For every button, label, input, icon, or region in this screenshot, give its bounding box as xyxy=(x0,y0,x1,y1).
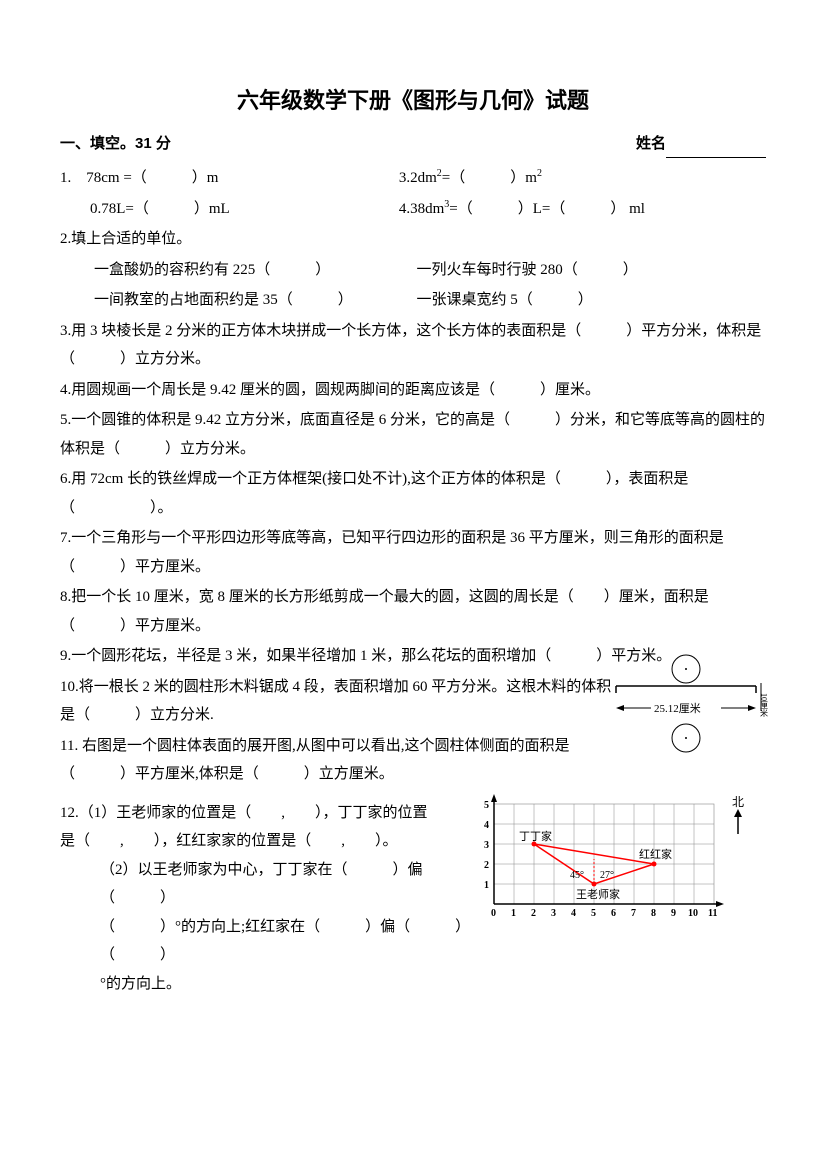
cylinder-height-label: 10厘米 xyxy=(760,693,769,718)
honghong-label: 红红家 xyxy=(639,847,672,861)
svg-text:8: 8 xyxy=(651,908,656,919)
q2-row1: 一盒酸奶的容积约有 225（ ） 一列火车每时行驶 280（ ） xyxy=(60,256,766,285)
q8: 8.把一个长 10 厘米，宽 8 厘米的长方形纸剪成一个最大的圆，这圆的周长是（… xyxy=(60,583,766,640)
q1-left1: 1. 78cm =（ ）m xyxy=(60,164,399,193)
q1-left2: 0.78L=（ ）mL xyxy=(60,195,399,224)
svg-text:10: 10 xyxy=(688,908,698,919)
q1-right1: 3.2dm2=（ ）m2 xyxy=(399,164,766,193)
q5: 5.一个圆锥的体积是 9.42 立方分米，底面直径是 6 分米，它的高是（ ）分… xyxy=(60,406,766,463)
q1-row2: 0.78L=（ ）mL 4.38dm3=（ ）L=（ ） ml xyxy=(60,195,766,224)
angle-right: 27° xyxy=(600,870,614,881)
q2-right2: 一张课桌宽约 5（ ） xyxy=(417,286,766,315)
name-label: 姓名 xyxy=(636,135,666,152)
cylinder-width-label: 25.12厘米 xyxy=(654,702,701,715)
svg-text:4: 4 xyxy=(571,908,576,919)
svg-text:9: 9 xyxy=(671,908,676,919)
svg-text:5: 5 xyxy=(591,908,596,919)
name-underline xyxy=(666,157,766,158)
svg-text:2: 2 xyxy=(484,860,489,871)
svg-text:3: 3 xyxy=(551,908,556,919)
angle-left: 45° xyxy=(570,870,584,881)
page-title: 六年级数学下册《图形与几何》试题 xyxy=(60,80,766,122)
name-field: 姓名 xyxy=(636,130,766,159)
q2-left2: 一间教室的占地面积约是 35（ ） xyxy=(94,286,417,315)
svg-text:2: 2 xyxy=(531,908,536,919)
north-arrow: 北 xyxy=(732,795,744,834)
svg-text:11: 11 xyxy=(708,908,717,919)
q2-stem: 2.填上合适的单位。 xyxy=(60,225,766,254)
q2-row2: 一间教室的占地面积约是 35（ ） 一张课桌宽约 5（ ） xyxy=(60,286,766,315)
svg-text:5: 5 xyxy=(484,800,489,811)
svg-text:1: 1 xyxy=(511,908,516,919)
q7: 7.一个三角形与一个平形四边形等底等高，已知平行四边形的面积是 36 平方厘米，… xyxy=(60,524,766,581)
q3: 3.用 3 块棱长是 2 分米的正方体木块拼成一个长方体，这个长方体的表面积是（… xyxy=(60,317,766,374)
cylinder-unfold-figure: 10厘米 25.12厘米 xyxy=(596,653,776,774)
dingding-label: 丁丁家 xyxy=(519,829,552,843)
q12-part2c: °的方向上。 xyxy=(60,970,766,999)
svg-text:0: 0 xyxy=(491,908,496,919)
header-row: 一、填空。31 分 姓名 xyxy=(60,130,766,159)
coordinate-grid-figure: 丁丁家 红红家 王老师家 45° 27° 0 1 2 3 4 5 6 7 8 9… xyxy=(476,794,756,945)
q4: 4.用圆规画一个周长是 9.42 厘米的圆，圆规两脚间的距离应该是（ ）厘米。 xyxy=(60,376,766,405)
q2-left1: 一盒酸奶的容积约有 225（ ） xyxy=(94,256,417,285)
svg-text:7: 7 xyxy=(631,908,636,919)
svg-text:6: 6 xyxy=(611,908,616,919)
section-header: 一、填空。31 分 xyxy=(60,130,171,159)
q2-right1: 一列火车每时行驶 280（ ） xyxy=(417,256,766,285)
svg-text:3: 3 xyxy=(484,840,489,851)
teacher-label: 王老师家 xyxy=(576,887,620,901)
svg-text:1: 1 xyxy=(484,880,489,891)
svg-text:北: 北 xyxy=(732,795,744,809)
q1-row1: 1. 78cm =（ ）m 3.2dm2=（ ）m2 xyxy=(60,164,766,193)
q6: 6.用 72cm 长的铁丝焊成一个正方体框架(接口处不计),这个正方体的体积是（… xyxy=(60,465,766,522)
q1-right2: 4.38dm3=（ ）L=（ ） ml xyxy=(399,195,766,224)
svg-text:4: 4 xyxy=(484,820,489,831)
